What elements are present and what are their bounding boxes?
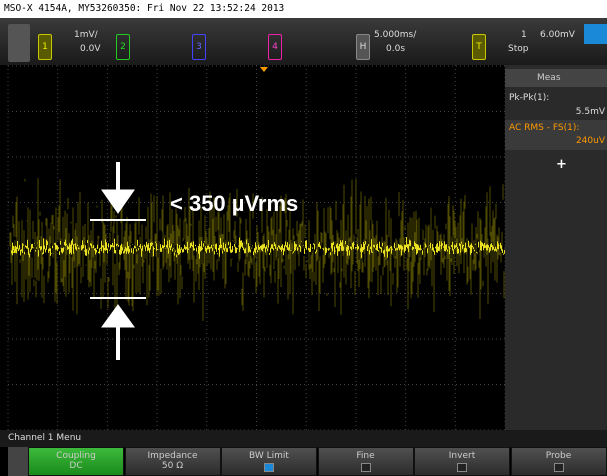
ch2-button[interactable]: 2 bbox=[116, 34, 130, 60]
display-button[interactable] bbox=[584, 24, 607, 44]
meas-value: 240uV bbox=[575, 136, 605, 146]
softkey[interactable]: Coupling DC bbox=[28, 447, 124, 476]
softkey[interactable]: Impedance 50 Ω bbox=[124, 447, 221, 476]
softkey[interactable]: Fine bbox=[317, 447, 414, 476]
trigger-level: 6.00mV bbox=[540, 30, 575, 40]
softkey[interactable]: Invert bbox=[414, 447, 510, 476]
softkey-label: Fine bbox=[356, 451, 375, 461]
checkbox bbox=[553, 463, 564, 472]
meas-name: Pk-Pk(1): bbox=[509, 93, 550, 103]
title-bar: MSO-X 4154A, MY53260350: Fri Nov 22 13:5… bbox=[0, 0, 607, 18]
arrows bbox=[90, 162, 146, 360]
menu-title: Channel 1 Menu bbox=[8, 433, 82, 443]
softkey[interactable]: BW Limit bbox=[221, 447, 317, 476]
meas-value: 5.5mV bbox=[575, 107, 605, 117]
softkey-label: Probe bbox=[545, 451, 572, 461]
checkbox bbox=[360, 463, 371, 472]
checkbox bbox=[457, 463, 467, 472]
time-scale: 5.000ms/ bbox=[374, 30, 417, 40]
ch1-scale: 1mV/ bbox=[74, 30, 98, 40]
annotation: < 350 µVrms bbox=[170, 191, 298, 216]
ch3-button[interactable]: 3 bbox=[192, 34, 206, 60]
run-status: Stop bbox=[508, 44, 529, 54]
trigger-marker bbox=[260, 67, 268, 72]
meas-title: Meas bbox=[537, 73, 561, 83]
softkey-label: Coupling bbox=[56, 451, 96, 461]
back-button[interactable] bbox=[8, 447, 28, 476]
menu-button[interactable] bbox=[8, 24, 30, 62]
horizontal-button[interactable]: H bbox=[356, 34, 370, 60]
add-meas[interactable]: + bbox=[556, 157, 567, 172]
waveform-area: < 350 µVrms 1 bbox=[0, 65, 505, 430]
control-bar: 1 1mV/ 0.0V 2 3 4 H 5.000ms/ 0.0s T 1 6.… bbox=[0, 18, 607, 65]
softkey-value: DC bbox=[69, 461, 83, 471]
softkey-label: Impedance bbox=[147, 451, 198, 461]
ch4-button[interactable]: 4 bbox=[268, 34, 282, 60]
softkey-label: BW Limit bbox=[249, 451, 289, 461]
checkbox bbox=[264, 463, 274, 472]
ch1-offset: 0.0V bbox=[80, 44, 101, 54]
measurement-panel: Meas Pk-Pk(1): 5.5mV AC RMS - FS(1): 240… bbox=[505, 65, 607, 430]
arrow-head bbox=[101, 189, 135, 214]
ch1-button[interactable]: 1 bbox=[38, 34, 52, 60]
softkey[interactable]: Probe bbox=[510, 447, 607, 476]
trace bbox=[9, 178, 505, 321]
ch1-marker: 1 bbox=[11, 246, 17, 256]
trigger-source: 1 bbox=[521, 30, 527, 40]
softkey-value: 50 Ω bbox=[161, 461, 184, 471]
noise-core bbox=[11, 237, 505, 259]
softkey-label: Invert bbox=[448, 451, 476, 461]
meas-name: AC RMS - FS(1): bbox=[509, 123, 580, 133]
time-position: 0.0s bbox=[386, 44, 406, 54]
trigger-button[interactable]: T bbox=[472, 34, 486, 60]
